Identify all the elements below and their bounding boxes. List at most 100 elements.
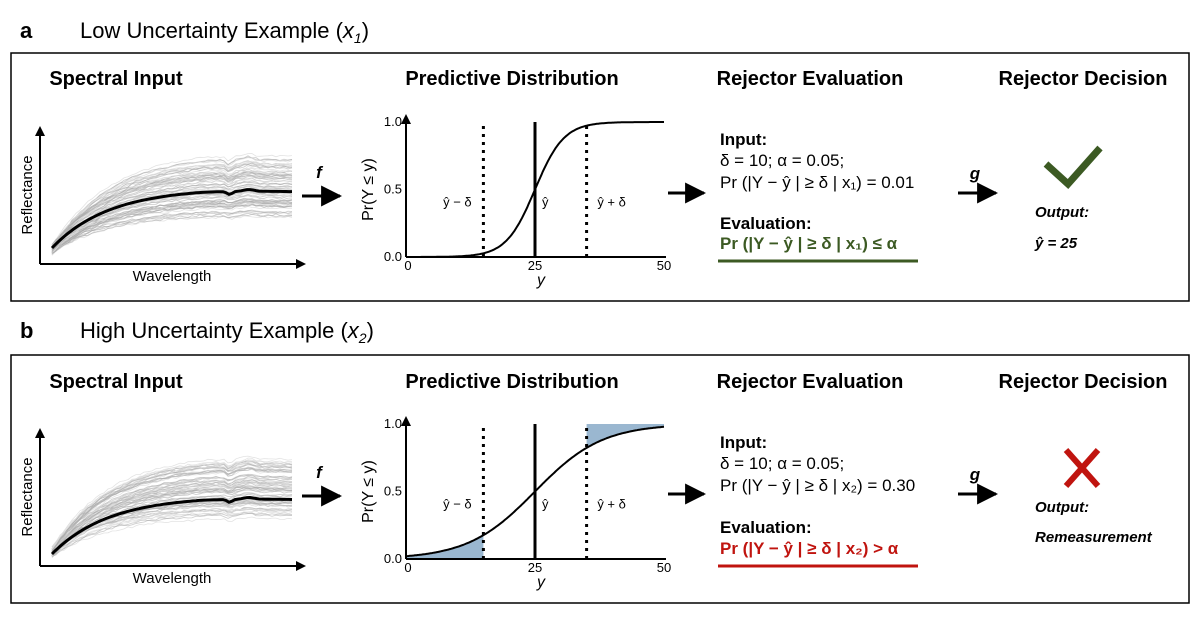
- rejector-evaluation: Input: δ = 10; α = 0.05; Pr (|Y − ŷ | ≥ …: [718, 433, 918, 568]
- spectrum-line: [51, 174, 293, 245]
- spectrum-line: [51, 162, 293, 247]
- panel-frame: [10, 354, 1190, 604]
- cdf-y-label: Pr(Y ≤ y): [360, 158, 377, 221]
- cdf-annotation: ŷ − δ: [443, 195, 472, 210]
- section-title-predictive: Predictive Distribution: [405, 371, 618, 393]
- section-title-evaluation: Rejector Evaluation: [717, 68, 904, 90]
- spectrum-line: [51, 199, 293, 248]
- decision-output-label: Output:: [1035, 204, 1089, 221]
- spectral-x-label: Wavelength: [133, 570, 212, 587]
- spectrum-line: [51, 153, 293, 247]
- section-title-spectral: Spectral Input: [49, 68, 183, 90]
- eval-probability: Pr (|Y − ŷ | ≥ δ | x₁) = 0.01: [720, 173, 914, 192]
- spectrum-line: [51, 201, 293, 254]
- rejector-decision: Output: Remeasurement: [1035, 448, 1153, 546]
- spectrum-line: [51, 210, 293, 251]
- spectral-y-label: Reflectance: [19, 155, 36, 234]
- decision-output-label: Output:: [1035, 499, 1089, 516]
- cdf-annotation: ŷ: [542, 195, 549, 210]
- spectra-band: [51, 153, 293, 256]
- x-tick-label: 50: [657, 560, 671, 575]
- decision-output-value: Remeasurement: [1035, 529, 1153, 546]
- rejector-evaluation: Input: δ = 10; α = 0.05; Pr (|Y − ŷ | ≥ …: [718, 130, 918, 263]
- cdf-chart: 0 25 50 0.0 0.5 1.0 y Pr(Y ≤ y) ŷ − δ ŷ ŷ + δ: [360, 114, 671, 289]
- spectrum-line: [51, 502, 293, 557]
- spectrum-line: [51, 482, 293, 552]
- spectral-plot: Reflectance Wavelength: [19, 428, 306, 587]
- eval-result: Pr (|Y − ŷ | ≥ δ | x₁) ≤ α: [720, 234, 898, 253]
- spectrum-line: [51, 479, 293, 553]
- spectrum-line: [51, 195, 292, 246]
- g-label: g: [969, 164, 981, 183]
- spectrum-line: [51, 482, 293, 557]
- panel-b: b High Uncertainty Example (x2) Spectral…: [10, 318, 1190, 604]
- mean-spectrum-line: [50, 188, 292, 250]
- spectrum-line: [51, 191, 293, 251]
- mean-spectrum-line: [50, 495, 293, 556]
- panel-a: a Low Uncertainty Example (x1) Spectral …: [10, 18, 1190, 302]
- spectrum-line: [51, 474, 293, 552]
- spectrum-line: [51, 510, 293, 558]
- eval-input-label: Input:: [720, 130, 767, 149]
- section-title-decision: Rejector Decision: [999, 68, 1168, 90]
- check-icon: [1043, 145, 1103, 189]
- spectrum-line: [51, 512, 293, 557]
- spectrum-line: [51, 157, 293, 249]
- eval-params: δ = 10; α = 0.05;: [720, 454, 844, 473]
- spectrum-line: [51, 213, 293, 254]
- y-tick-label: 1.0: [384, 416, 402, 431]
- spectrum-line: [51, 204, 293, 255]
- upper-tail-area: [586, 424, 664, 448]
- spectrum-line: [51, 492, 293, 550]
- y-tick-label: 0.0: [384, 249, 402, 264]
- spectrum-line: [51, 163, 293, 254]
- cdf-annotation: ŷ − δ: [443, 497, 472, 512]
- spectrum-line: [51, 468, 293, 550]
- x-tick-label: 50: [657, 258, 671, 273]
- x-tick-label: 25: [528, 258, 542, 273]
- eval-probability: Pr (|Y − ŷ | ≥ δ | x₂) = 0.30: [720, 476, 915, 495]
- spectrum-line: [51, 489, 293, 557]
- eval-label: Evaluation:: [720, 518, 812, 537]
- panel-title: High Uncertainty Example (x2): [80, 318, 374, 346]
- cdf-x-label: y: [536, 272, 546, 289]
- f-label: f: [316, 463, 324, 482]
- eval-label: Evaluation:: [720, 214, 812, 233]
- section-title-spectral: Spectral Input: [49, 371, 183, 393]
- rejector-decision: Output: ŷ = 25: [1034, 145, 1103, 252]
- eval-input-label: Input:: [720, 433, 767, 452]
- spectra-band: [51, 455, 293, 558]
- cross-icon: [1063, 448, 1101, 488]
- spectral-plot: Reflectance Wavelength: [19, 126, 306, 285]
- panel-letter: b: [20, 318, 33, 343]
- spectral-y-label: Reflectance: [19, 457, 36, 536]
- spectrum-line: [51, 455, 293, 550]
- spectrum-line: [51, 508, 293, 557]
- cdf-y-label: Pr(Y ≤ y): [360, 460, 377, 523]
- cdf-annotation: ŷ + δ: [597, 195, 626, 210]
- y-tick-label: 0.0: [384, 551, 402, 566]
- spectrum-line: [51, 459, 293, 550]
- spectrum-line: [51, 192, 292, 253]
- g-label: g: [969, 465, 981, 484]
- cdf-x-label: y: [536, 574, 546, 591]
- eval-params: δ = 10; α = 0.05;: [720, 151, 844, 170]
- f-label: f: [316, 163, 324, 182]
- y-tick-label: 1.0: [384, 114, 402, 129]
- y-tick-label: 0.5: [384, 484, 402, 499]
- section-title-predictive: Predictive Distribution: [405, 68, 618, 90]
- spectrum-line: [51, 462, 292, 556]
- cdf-annotation: ŷ: [542, 497, 549, 512]
- spectrum-line: [51, 201, 293, 249]
- cdf-annotation: ŷ + δ: [597, 497, 626, 512]
- spectrum-line: [51, 516, 293, 558]
- spectrum-line: [51, 476, 293, 555]
- x-tick-label: 0: [404, 258, 411, 273]
- lower-tail-area: [406, 535, 484, 559]
- section-title-evaluation: Rejector Evaluation: [717, 371, 904, 393]
- x-tick-label: 25: [528, 560, 542, 575]
- y-tick-label: 0.5: [384, 182, 402, 197]
- eval-result: Pr (|Y − ŷ | ≥ δ | x₂) > α: [720, 539, 899, 558]
- panel-title: Low Uncertainty Example (x1): [80, 18, 369, 46]
